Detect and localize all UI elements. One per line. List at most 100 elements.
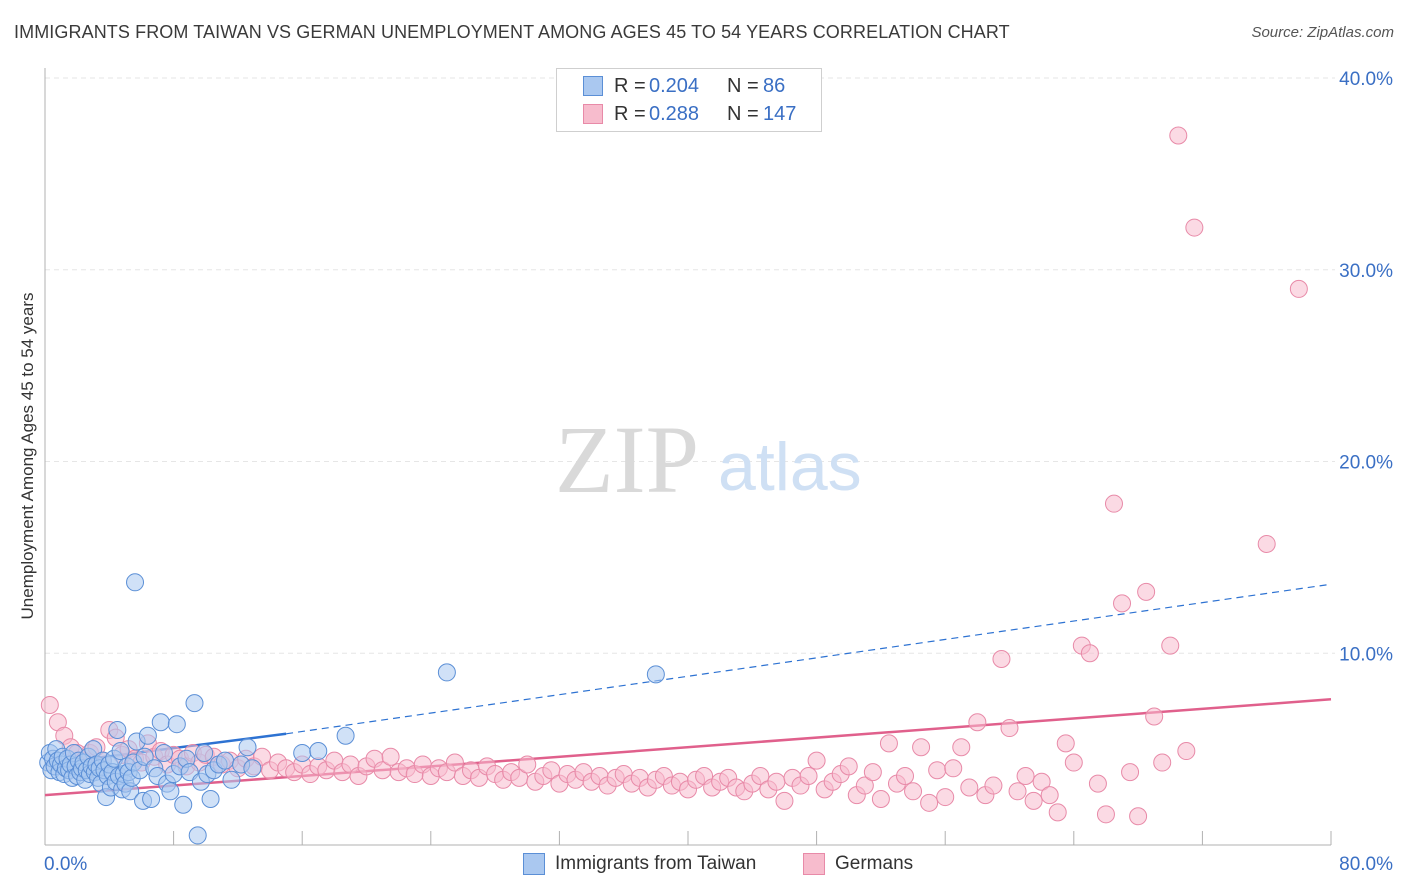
german-point xyxy=(944,759,963,778)
taiwan-point xyxy=(201,789,220,808)
source-label: Source: ZipAtlas.com xyxy=(1251,24,1394,41)
taiwan-point xyxy=(138,726,157,745)
german-point xyxy=(751,766,770,785)
german-point xyxy=(839,757,858,776)
y-tick-label: 30.0% xyxy=(1339,261,1393,282)
german-point xyxy=(767,772,786,791)
german-point xyxy=(1129,807,1148,826)
taiwan-point xyxy=(174,795,193,814)
german-point xyxy=(381,747,400,766)
german-point xyxy=(984,776,1003,795)
german-point xyxy=(1113,594,1132,613)
taiwan-point xyxy=(185,694,204,713)
german-point xyxy=(1088,774,1107,793)
legend-label-taiwan: Immigrants from Taiwan xyxy=(555,853,757,874)
german-r-label: R = xyxy=(614,103,646,125)
german-point xyxy=(863,763,882,782)
taiwan-r-label: R = xyxy=(614,75,646,97)
tick-labels: 10.0% 20.0% 30.0% 40.0% 0.0% 80.0% xyxy=(44,69,1393,875)
x-tick-label: 80.0% xyxy=(1339,854,1393,875)
taiwan-point xyxy=(188,826,207,845)
taiwan-point xyxy=(195,743,214,762)
german-point xyxy=(1137,582,1156,601)
german-r-value: 0.288 xyxy=(649,103,700,125)
german-point xyxy=(1169,126,1188,145)
german-n-label: N = xyxy=(727,103,759,125)
german-point xyxy=(40,696,59,715)
german-point xyxy=(253,747,272,766)
taiwan-swatch xyxy=(583,76,603,96)
german-point xyxy=(1056,734,1075,753)
taiwan-point xyxy=(126,573,145,592)
german-point xyxy=(879,734,898,753)
taiwan-point xyxy=(108,720,127,739)
german-point xyxy=(1104,494,1123,513)
chart-title: IMMIGRANTS FROM TAIWAN VS GERMAN UNEMPLO… xyxy=(14,22,1010,42)
grid-lines xyxy=(45,77,1335,654)
german-point xyxy=(960,778,979,797)
x-tick-label: 0.0% xyxy=(44,854,87,875)
german-point xyxy=(1048,803,1067,822)
german-point xyxy=(1040,786,1059,805)
taiwan-point xyxy=(135,747,154,766)
taiwan-point xyxy=(222,770,241,789)
taiwan-point xyxy=(309,742,328,761)
taiwan-point xyxy=(336,726,355,745)
german-point xyxy=(1145,707,1164,726)
german-point xyxy=(1257,534,1276,553)
german-point xyxy=(1000,719,1019,738)
german-point xyxy=(1121,763,1140,782)
taiwan-point xyxy=(216,751,235,770)
taiwan-n-value: 86 xyxy=(763,75,786,97)
taiwan-point xyxy=(243,759,262,778)
taiwan-point xyxy=(167,715,186,734)
axes xyxy=(44,68,1332,846)
taiwan-n-label: N = xyxy=(727,75,759,97)
taiwan-point xyxy=(111,742,130,761)
taiwan-point xyxy=(151,713,170,732)
y-axis-label: Unemployment Among Ages 45 to 54 years xyxy=(18,292,37,620)
german-point xyxy=(904,782,923,801)
watermark: ZIP atlas xyxy=(555,406,862,513)
german-trend-line xyxy=(44,698,1332,797)
german-point xyxy=(936,788,955,807)
y-tick-label: 10.0% xyxy=(1339,644,1393,665)
series-germans xyxy=(40,126,1308,826)
german-point xyxy=(1177,742,1196,761)
german-point xyxy=(896,766,915,785)
stats-row-taiwan: R = 0.204 N = 86 xyxy=(557,73,821,99)
taiwan-point xyxy=(142,789,161,808)
german-point xyxy=(1064,753,1083,772)
german-swatch xyxy=(583,104,603,124)
german-point xyxy=(1008,782,1027,801)
german-point xyxy=(1153,753,1172,772)
watermark-atlas: atlas xyxy=(718,429,862,505)
german-point xyxy=(445,753,464,772)
german-point xyxy=(1289,279,1308,298)
legend-label-germans: Germans xyxy=(835,853,914,874)
german-point xyxy=(1096,805,1115,824)
stats-row-german: R = 0.288 N = 147 xyxy=(557,101,821,127)
german-point xyxy=(992,650,1011,669)
german-point xyxy=(1080,644,1099,663)
german-point xyxy=(912,738,931,757)
german-point xyxy=(518,755,537,774)
german-point xyxy=(920,793,939,812)
taiwan-point xyxy=(293,743,312,762)
taiwan-point xyxy=(437,663,456,682)
german-point xyxy=(968,713,987,732)
german-n-value: 147 xyxy=(763,103,797,125)
watermark-zip: ZIP xyxy=(555,406,699,513)
german-point xyxy=(952,738,971,757)
german-point xyxy=(1161,636,1180,655)
taiwan-trend-extension xyxy=(286,583,1332,735)
taiwan-point xyxy=(646,665,665,684)
german-point xyxy=(775,791,794,810)
series-taiwan xyxy=(39,573,665,845)
german-point xyxy=(1185,218,1204,237)
german-point xyxy=(855,776,874,795)
taiwan-legend-swatch xyxy=(523,853,545,875)
german-point xyxy=(928,761,947,780)
stats-legend: R = 0.204 N = 86 R = 0.288 N = 147 xyxy=(556,68,822,132)
